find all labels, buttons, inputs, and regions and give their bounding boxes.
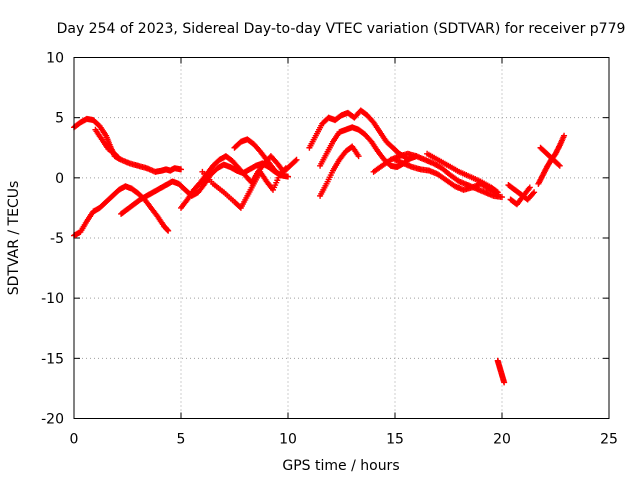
- y-tick-label: -15: [41, 351, 64, 367]
- data-point: [531, 189, 538, 196]
- data-point: [355, 153, 362, 160]
- data-point: [293, 156, 300, 163]
- data-point: [276, 172, 283, 179]
- x-axis-ticks: 0 5 10 15 20 25: [70, 57, 618, 448]
- data-point: [530, 190, 537, 197]
- x-axis-label: GPS time / hours: [282, 458, 399, 474]
- data-points: [71, 107, 568, 386]
- y-tick-label: 5: [55, 111, 64, 127]
- data-point: [115, 155, 122, 162]
- x-tick-label: 15: [386, 432, 404, 448]
- series-track-n: [494, 357, 508, 386]
- y-tick-label: -10: [41, 291, 64, 307]
- y-axis-ticks: 10 5 0 -5 -10 -15 -20: [41, 51, 609, 428]
- x-tick-label: 5: [177, 432, 186, 448]
- y-tick-label: 0: [55, 171, 64, 187]
- series-track-g: [231, 136, 283, 179]
- data-point: [285, 173, 291, 180]
- data-point: [292, 157, 299, 164]
- data-point: [494, 189, 501, 196]
- data-point: [164, 226, 171, 233]
- series-track-j: [317, 143, 362, 199]
- series-track-r: [537, 144, 563, 169]
- x-tick-label: 0: [70, 432, 79, 448]
- series-track-c: [71, 183, 172, 239]
- series-track-m: [424, 150, 501, 196]
- data-point: [561, 132, 568, 139]
- grid-lines: [74, 57, 609, 419]
- data-point: [165, 227, 172, 234]
- x-tick-label: 10: [279, 432, 297, 448]
- data-point: [275, 171, 282, 178]
- data-point: [178, 166, 184, 173]
- plot-frame: [73, 57, 610, 419]
- y-tick-label: 10: [46, 51, 64, 67]
- data-point: [493, 188, 500, 195]
- series-track-e: [178, 153, 300, 211]
- y-tick-label: -20: [41, 412, 64, 428]
- data-point: [526, 184, 533, 191]
- y-tick-label: -5: [50, 231, 64, 247]
- chart-title: Day 254 of 2023, Sidereal Day-to-day VTE…: [57, 21, 626, 37]
- data-point: [115, 154, 122, 161]
- data-point: [556, 162, 563, 169]
- data-point: [281, 166, 288, 173]
- data-point: [282, 165, 289, 172]
- series-track-f: [199, 165, 289, 211]
- data-point: [499, 194, 505, 201]
- x-tick-label: 25: [600, 432, 618, 448]
- series-track-k: [370, 150, 505, 201]
- y-axis-label: SDTVAR / TECUs: [6, 181, 22, 296]
- data-point: [501, 379, 508, 386]
- series-track-b: [92, 126, 122, 162]
- x-tick-label: 20: [493, 432, 511, 448]
- series-track-a: [71, 115, 184, 175]
- series-track-p: [507, 184, 533, 208]
- data-point: [555, 161, 562, 168]
